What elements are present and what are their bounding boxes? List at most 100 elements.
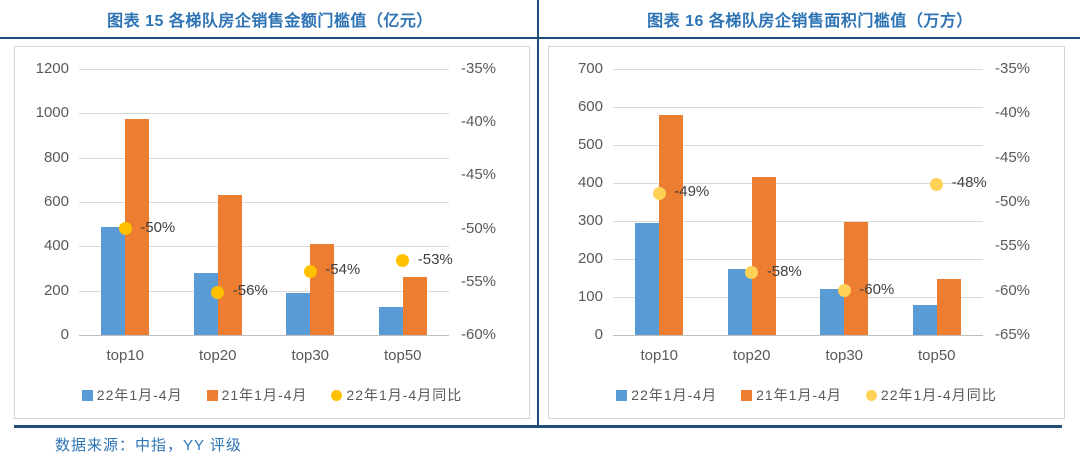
bar bbox=[101, 227, 126, 335]
legend-square-marker bbox=[741, 389, 753, 401]
gridline bbox=[79, 69, 449, 70]
data-point-label: -58% bbox=[766, 262, 802, 280]
bar bbox=[378, 307, 403, 335]
gridline bbox=[79, 290, 449, 292]
bar bbox=[751, 176, 776, 335]
secondary-axis-label: -60% bbox=[995, 281, 1031, 299]
chart-16-plot-box: 0 100 200 300 400 500 600 700 -35% -40% -45% -50% -5… bbox=[548, 46, 1065, 419]
gridline bbox=[613, 183, 983, 184]
scatter-point bbox=[745, 266, 759, 280]
gridline bbox=[613, 107, 983, 108]
scatter-point bbox=[652, 186, 666, 200]
legend-circle-marker bbox=[331, 389, 343, 401]
y-axis-label: 0 bbox=[594, 326, 603, 343]
gridline bbox=[613, 335, 983, 336]
scatter-point bbox=[118, 222, 132, 236]
bar bbox=[402, 277, 427, 335]
secondary-axis-label: -45% bbox=[995, 148, 1031, 166]
x-axis-label: top10 bbox=[640, 347, 679, 364]
gridline bbox=[79, 335, 449, 336]
legend-item: 22年1月-4月 bbox=[81, 385, 183, 405]
x-axis-label: top50 bbox=[383, 347, 422, 364]
gridline bbox=[613, 145, 983, 146]
y-axis-label: 600 bbox=[43, 193, 69, 210]
x-axis-label: top10 bbox=[106, 347, 145, 364]
secondary-axis-label: -55% bbox=[995, 237, 1031, 255]
bar bbox=[217, 195, 242, 335]
scatter-point bbox=[930, 177, 944, 191]
chart-legend: 22年1月-4月 21年1月-4月 22年1月-4月同比 bbox=[549, 385, 1064, 405]
y-axis-label: 700 bbox=[577, 60, 603, 77]
secondary-axis-label: -60% bbox=[461, 326, 497, 343]
data-point-label: -48% bbox=[951, 174, 987, 192]
data-point-label: -60% bbox=[859, 280, 895, 298]
secondary-axis-label: -40% bbox=[461, 113, 497, 131]
y-axis-label: 1000 bbox=[35, 104, 69, 122]
legend-item: 21年1月-4月 bbox=[741, 385, 842, 405]
data-point-label: -56% bbox=[232, 282, 268, 300]
chart-15-plot-box: 0 200 400 600 800 1000 1200 -35% -40% -45% -50% -55… bbox=[14, 46, 530, 419]
y-axis-label: 400 bbox=[577, 174, 603, 191]
secondary-axis-label: -55% bbox=[461, 272, 497, 290]
y-axis-label: 300 bbox=[577, 212, 603, 229]
y-axis-label: 400 bbox=[43, 237, 69, 255]
title-row: 图表 15 各梯队房企销售金额门槛值（亿元） 图表 16 各梯队房企销售面积门槛… bbox=[0, 0, 1080, 38]
bar bbox=[193, 272, 218, 335]
chart-15-title: 图表 15 各梯队房企销售金额门槛值（亿元） bbox=[107, 13, 433, 30]
secondary-axis-label: -45% bbox=[461, 166, 497, 184]
data-point-label: -49% bbox=[674, 183, 710, 201]
legend-item: 22年1月-4月同比 bbox=[865, 385, 997, 405]
vertical-divider bbox=[537, 0, 539, 428]
gridline bbox=[613, 221, 983, 222]
bar bbox=[659, 114, 684, 335]
bar bbox=[727, 268, 752, 335]
x-axis-label: top30 bbox=[291, 347, 330, 364]
gridline bbox=[613, 297, 983, 298]
legend-item: 22年1月-4月同比 bbox=[331, 385, 462, 405]
bar bbox=[820, 289, 845, 335]
bar bbox=[286, 292, 311, 335]
legend-label: 22年1月-4月同比 bbox=[880, 387, 997, 403]
gridline bbox=[79, 113, 449, 115]
chart-15-title-cell: 图表 15 各梯队房企销售金额门槛值（亿元） bbox=[0, 0, 540, 38]
bar bbox=[310, 244, 335, 335]
bar bbox=[912, 305, 937, 335]
source-note: 数据来源：中指，YY 评级 bbox=[55, 437, 242, 454]
y-axis-label: 1200 bbox=[35, 60, 69, 77]
footer-rule bbox=[14, 425, 1062, 428]
scatter-point bbox=[303, 264, 317, 278]
legend-label: 21年1月-4月 bbox=[756, 387, 842, 403]
y-axis-label: 200 bbox=[43, 281, 69, 299]
secondary-axis-label: -40% bbox=[995, 104, 1031, 122]
y-axis-label: 0 bbox=[60, 326, 69, 343]
legend-label: 22年1月-4月 bbox=[631, 387, 718, 403]
data-point-label: -53% bbox=[417, 250, 453, 268]
legend-square-marker bbox=[616, 389, 628, 401]
title-underline bbox=[0, 37, 1080, 39]
legend-item: 21年1月-4月 bbox=[206, 385, 308, 405]
bar bbox=[844, 222, 869, 335]
secondary-axis-label: -65% bbox=[995, 326, 1031, 343]
secondary-axis-label: -50% bbox=[995, 193, 1031, 210]
scatter-point bbox=[837, 284, 851, 298]
legend-label: 22年1月-4月同比 bbox=[346, 387, 463, 403]
secondary-axis-label: -35% bbox=[995, 60, 1031, 77]
chart-16-title-cell: 图表 16 各梯队房企销售面积门槛值（万方） bbox=[540, 0, 1080, 38]
x-axis-label: top50 bbox=[917, 347, 956, 364]
x-axis-label: top20 bbox=[198, 347, 237, 364]
data-point-label: -54% bbox=[325, 261, 361, 279]
secondary-axis-label: -50% bbox=[461, 219, 497, 237]
scatter-point bbox=[211, 285, 225, 299]
y-axis-label: 200 bbox=[577, 250, 603, 267]
legend-square-marker bbox=[206, 389, 218, 401]
gridline bbox=[79, 246, 449, 248]
legend-label: 22年1月-4月 bbox=[96, 387, 183, 403]
chart-legend: 22年1月-4月 21年1月-4月 22年1月-4月同比 bbox=[15, 385, 529, 405]
legend-circle-marker bbox=[865, 389, 877, 401]
gridline bbox=[613, 69, 983, 70]
y-axis-label: 600 bbox=[577, 98, 603, 115]
y-axis-label: 100 bbox=[577, 288, 603, 305]
bar bbox=[936, 278, 961, 335]
legend-label: 21年1月-4月 bbox=[221, 387, 308, 403]
